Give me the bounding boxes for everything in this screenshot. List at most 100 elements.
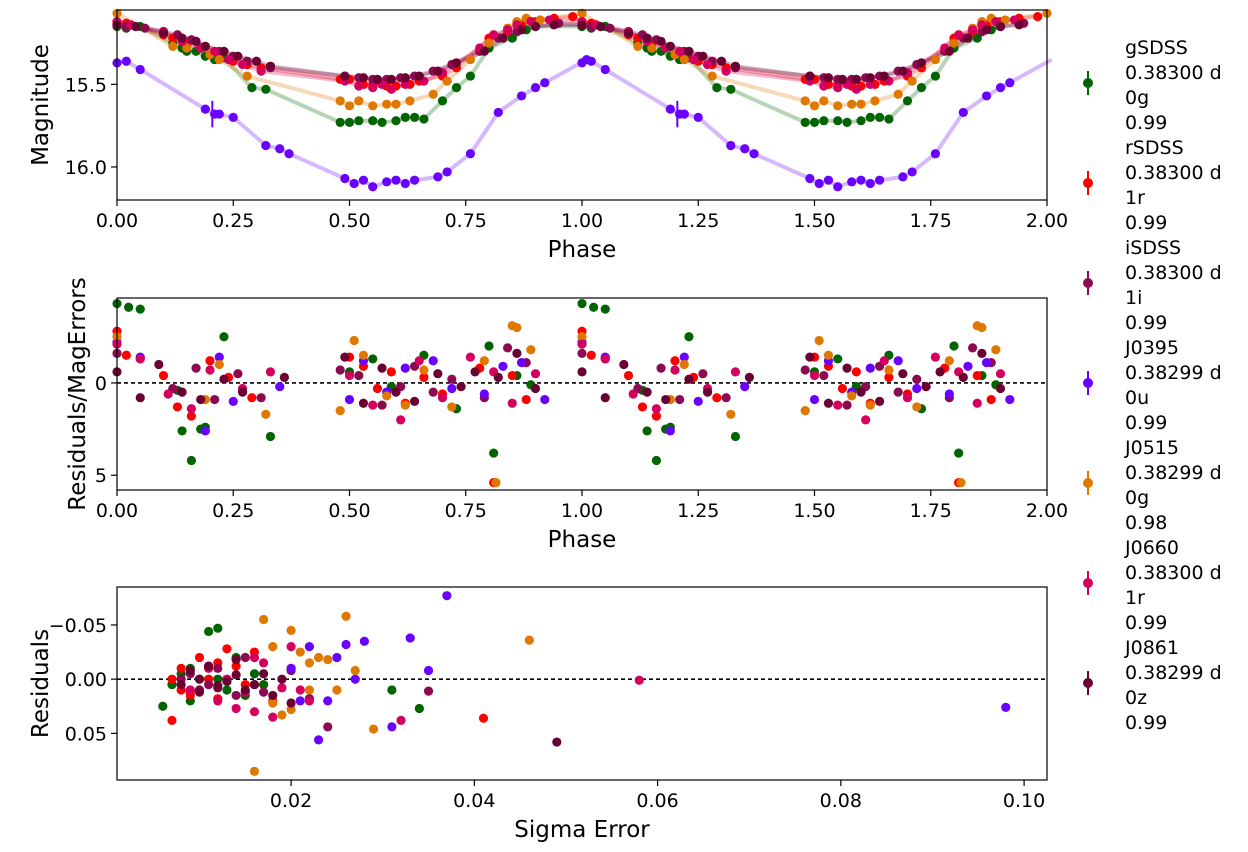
data-point-j0515 [800,406,810,416]
x-tick-label: 1.00 [561,210,603,232]
data-point-j0660 [861,415,871,425]
data-point-j0395 [382,177,392,187]
data-point-j0660 [465,352,475,362]
data-point-j0861 [391,387,401,397]
data-point-gsdss [809,117,820,127]
data-point-isdss [503,343,513,353]
data-point-gsdss [642,426,652,436]
data-point-j0515 [447,402,457,412]
data-point-j0515 [304,685,315,695]
data-point-j0861 [716,56,727,66]
x-tick-label: 1.25 [677,500,719,522]
data-point-j0660 [833,83,843,93]
data-point-j0395 [540,394,550,405]
data-point-isdss [428,387,438,397]
data-point-j0861 [185,665,195,676]
data-point-j0515 [182,43,192,53]
data-point-j0861 [805,71,815,81]
data-point-gsdss [377,117,387,127]
data-point-isdss [721,393,731,403]
y-tick-label: 0.00 [65,669,107,691]
data-point-j0861 [898,369,908,379]
data-point-j0515 [405,96,415,106]
data-point-gsdss [856,116,866,126]
data-point-j0861 [340,352,350,362]
x-tick-label: 1.75 [910,500,952,522]
data-point-gsdss [600,304,610,314]
data-point-isdss [656,363,666,373]
data-point-j0515 [847,99,857,109]
data-point-j0515 [479,356,489,366]
data-point-rsdss [167,674,177,684]
data-point-gsdss [712,83,722,93]
data-point-j0515 [893,89,903,99]
data-point-j0660 [304,696,315,706]
data-point-j0515 [323,655,333,665]
data-point-rsdss [222,644,232,654]
data-point-j0660 [721,66,731,76]
data-point-j0861 [865,73,875,83]
data-point-j0861 [479,46,489,56]
data-point-gsdss [186,455,196,466]
model-curve-j0660 [116,17,1015,92]
legend-label-name: J0660 [1125,537,1179,559]
legend-label-period: 0.38300 d [1125,562,1222,584]
data-point-j0660 [368,400,378,410]
data-point-j0861 [219,46,229,56]
data-point-isdss [231,690,241,701]
legend-label-band: 0z [1125,687,1148,709]
y-tick-label: 5 [95,465,107,487]
data-point-rsdss [172,402,183,412]
data-point-gsdss [949,341,959,351]
data-point-gsdss [400,112,410,122]
data-point-j0395 [423,665,434,676]
data-point-j0861 [730,61,741,71]
data-point-j0861 [530,21,541,32]
data-point-j0861 [623,28,634,38]
data-point-j0660 [185,685,195,695]
data-point-j0660 [819,81,829,91]
data-point-j0861 [131,21,141,32]
data-point-j0515 [391,99,401,109]
data-point-gsdss [414,703,424,714]
data-point-isdss [605,23,615,33]
data-point-j0395 [349,178,359,189]
panel-3 [111,586,1048,786]
data-point-j0861 [875,396,885,406]
data-point-j0395 [465,149,475,159]
legend-label-score: 0.99 [1125,212,1168,234]
data-point-gsdss [222,685,232,695]
data-point-j0861 [154,359,164,370]
data-point-gsdss [833,116,843,126]
data-point-j0395 [847,177,857,187]
data-point-gsdss [730,431,741,442]
data-point-j0515 [809,101,820,111]
data-point-j0395 [665,426,675,436]
data-point-j0395 [856,175,866,185]
data-point-j0395 [1005,78,1015,88]
data-point-isdss [233,369,243,379]
data-point-j0395 [530,83,541,93]
data-point-j0395 [200,426,210,436]
panel-2 [111,297,1048,496]
data-point-j0861 [684,46,694,56]
data-point-j0861 [231,655,241,665]
data-point-j0515 [268,642,278,652]
data-point-j0660 [186,404,196,414]
data-point-gsdss [344,117,355,127]
data-point-j0861 [916,58,927,68]
data-point-j0861 [879,71,889,81]
data-point-gsdss [484,341,494,351]
data-point-j0515 [944,356,954,366]
data-point-j0395 [344,394,355,405]
data-point-j0861 [656,36,666,46]
data-point-j0395 [740,382,750,392]
data-point-j0395 [284,149,294,159]
data-point-j0861 [240,685,250,695]
data-point-j0515 [647,43,657,53]
data-point-j0515 [884,365,894,375]
data-point-gsdss [419,114,429,124]
data-point-j0861 [194,687,205,697]
legend-label-score: 0.99 [1125,612,1168,634]
x-tick-label: 0.50 [328,500,370,522]
